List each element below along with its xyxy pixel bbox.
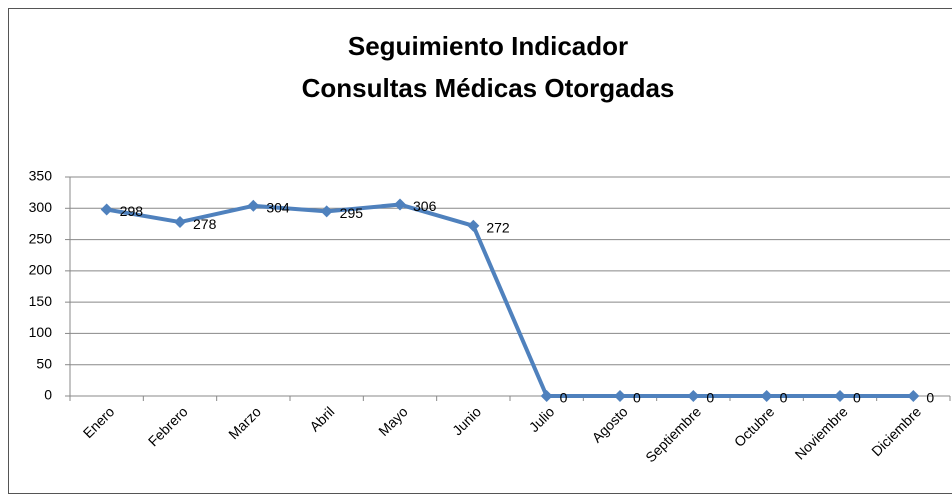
y-tick-label: 0 — [44, 387, 52, 403]
data-label: 295 — [340, 205, 364, 221]
y-tick-label: 350 — [29, 168, 53, 184]
y-tick-label: 300 — [29, 199, 53, 215]
marker — [174, 216, 186, 229]
marker — [540, 390, 553, 402]
marker — [320, 205, 333, 218]
data-label: 272 — [486, 220, 510, 236]
line — [106, 202, 914, 398]
data-label: 298 — [120, 203, 144, 219]
data-label: 0 — [633, 390, 641, 406]
data-label: 0 — [706, 390, 714, 406]
data-label: 278 — [193, 216, 217, 232]
y-tick-label: 150 — [29, 293, 53, 309]
data-label: 0 — [560, 390, 568, 406]
y-tick-label: 250 — [29, 230, 53, 246]
data-label: 0 — [853, 390, 861, 406]
chart-title: Consultas Médicas Otorgadas — [302, 73, 675, 103]
data-label: 306 — [413, 198, 437, 214]
y-tick-label: 200 — [29, 262, 53, 278]
chart-title: Seguimiento Indicador — [348, 31, 628, 61]
data-label: 304 — [266, 199, 290, 215]
marker — [247, 199, 260, 212]
marker — [100, 203, 113, 216]
marker — [614, 390, 626, 402]
marker — [467, 219, 480, 232]
marker — [394, 198, 406, 211]
chart-frame — [8, 8, 952, 494]
marker — [760, 390, 773, 402]
y-tick-label: 100 — [29, 324, 53, 340]
marker — [834, 390, 846, 402]
marker — [907, 390, 920, 402]
data-label: 0 — [780, 390, 788, 406]
marker — [687, 390, 700, 402]
data-label: 0 — [926, 390, 934, 406]
y-tick-label: 50 — [36, 355, 52, 371]
